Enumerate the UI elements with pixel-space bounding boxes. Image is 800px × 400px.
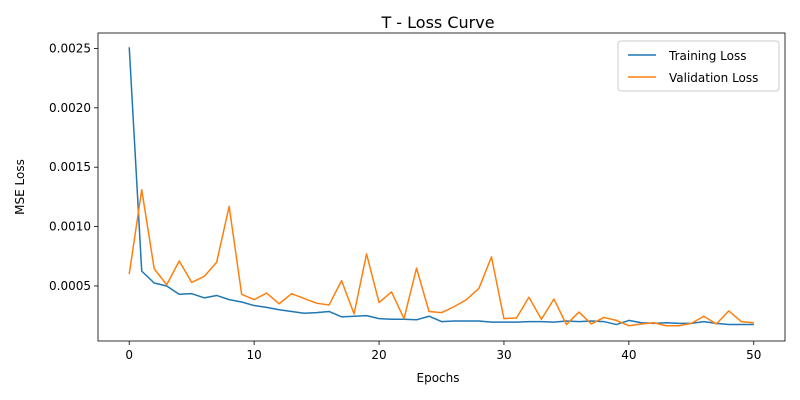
y-tick-label: 0.0005: [49, 279, 91, 293]
x-tick-label: 50: [746, 348, 761, 362]
y-tick-label: 0.0010: [49, 220, 91, 234]
x-tick-label: 40: [621, 348, 636, 362]
legend-label-training-loss: Training Loss: [668, 49, 746, 63]
plot-area: [128, 47, 754, 327]
legend: Training Loss Validation Loss: [617, 40, 780, 92]
series-line-validation-loss: [128, 189, 754, 327]
x-tick-label: 10: [246, 348, 261, 362]
y-axis: 0.0005 0.0010 0.0015 0.0020 0.0025: [49, 41, 98, 293]
legend-label-validation-loss: Validation Loss: [669, 71, 758, 85]
axes-frame: [97, 32, 786, 342]
y-axis-label: MSE Loss: [13, 159, 27, 215]
x-tick-label: 30: [496, 348, 511, 362]
x-tick-label: 20: [371, 348, 386, 362]
y-tick-label: 0.0020: [49, 101, 91, 115]
x-axis-label: Epochs: [417, 371, 460, 385]
chart-title: T - Loss Curve: [380, 13, 494, 32]
x-tick-label: 0: [125, 348, 133, 362]
y-tick-label: 0.0025: [49, 41, 91, 55]
y-tick-label: 0.0015: [49, 160, 91, 174]
x-axis: 0 10 20 30 40 50: [125, 341, 761, 362]
legend-box: [617, 40, 780, 92]
